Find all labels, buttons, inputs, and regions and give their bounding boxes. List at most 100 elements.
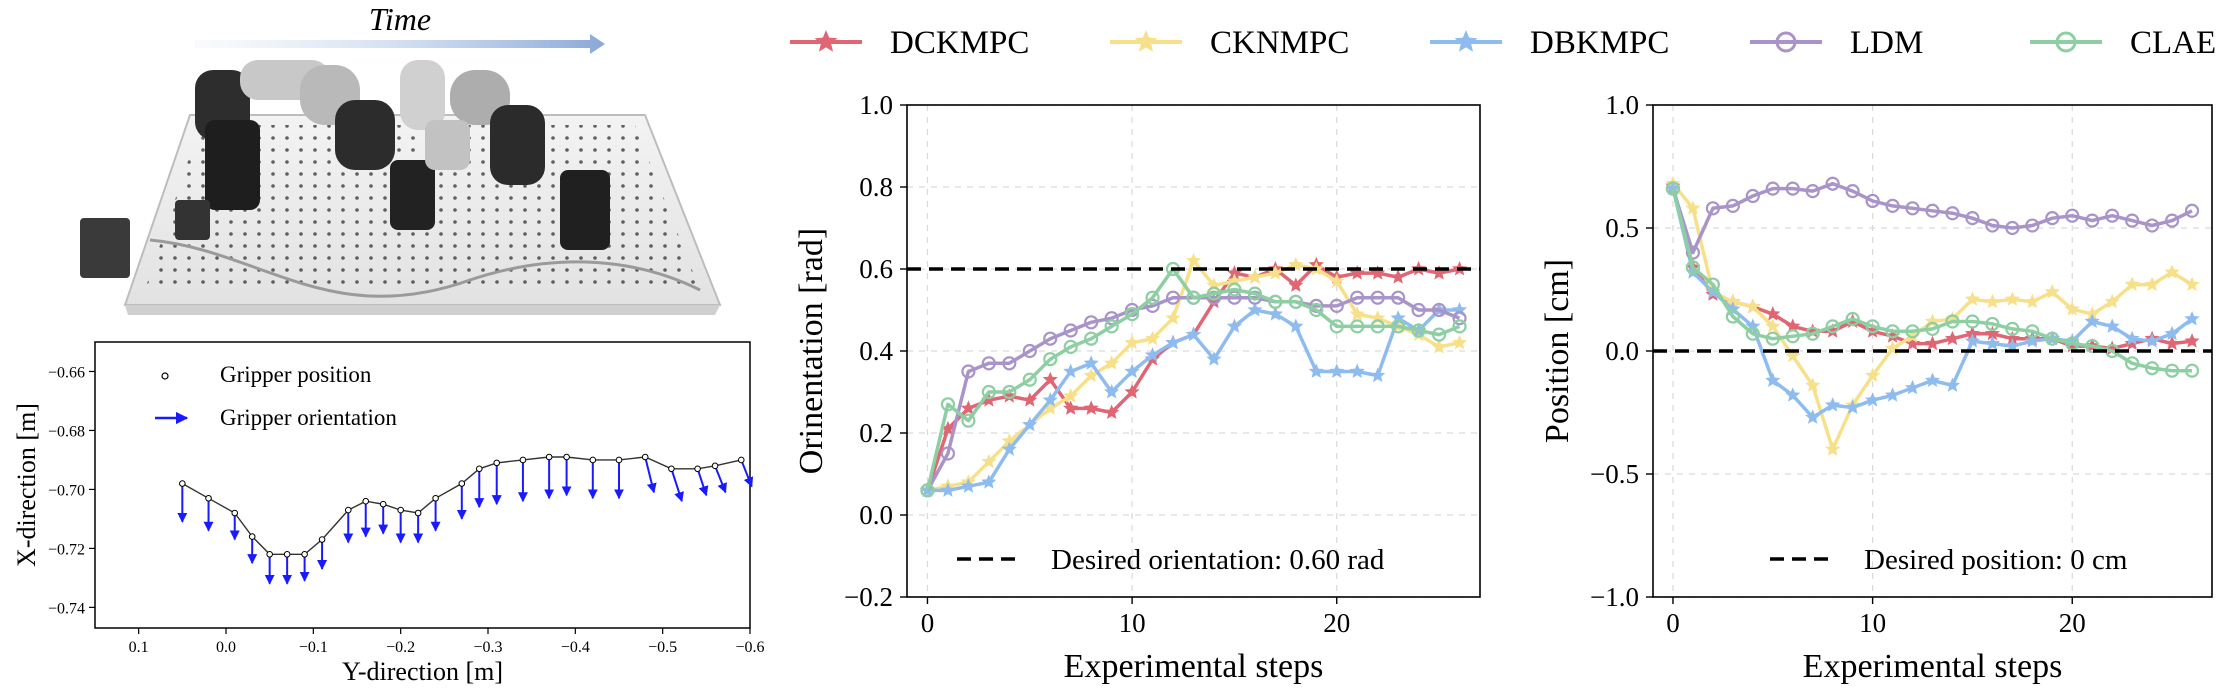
- side-box: [80, 218, 130, 278]
- orientation-reference-legend-label: Desired orientation: 0.60 rad: [1051, 544, 1385, 576]
- position-point-dckmpc: [1964, 325, 1981, 341]
- orientation-point-dckmpc: [1431, 265, 1447, 280]
- position-point-clae: [1665, 181, 1681, 196]
- orientation-point-ldm: [1411, 302, 1426, 318]
- y-tick-label: −0.72: [48, 541, 85, 558]
- position-point-cknmpc: [1865, 367, 1881, 383]
- orientation-point-dbkmpc: [1226, 318, 1243, 333]
- orientation-point-clae: [940, 397, 956, 412]
- orientation-point-dckmpc: [1124, 384, 1140, 399]
- orientation-point-ldm: [940, 446, 956, 461]
- robot-arm-2: [300, 60, 445, 230]
- orientation-point-dbkmpc: [1206, 351, 1222, 366]
- position-point-ldm: [2045, 211, 2060, 226]
- position-point-ldm: [1765, 181, 1780, 196]
- orientation-point-dckmpc: [1370, 265, 1386, 280]
- orientation-y-tick-label: −0.2: [844, 582, 893, 612]
- position-point-clae: [2025, 324, 2040, 339]
- position-point-ldm: [1685, 245, 1701, 260]
- position-point-clae: [2005, 321, 2020, 336]
- orientation-point-clae: [1227, 282, 1242, 297]
- orientation-point-ldm: [1391, 290, 1406, 305]
- position-point-ldm: [2065, 208, 2080, 223]
- position-point-cknmpc: [1785, 347, 1801, 363]
- position-point-dbkmpc: [1984, 335, 2000, 351]
- position-point-cknmpc: [1745, 298, 1761, 314]
- orientation-point-dbkmpc: [1165, 334, 1181, 350]
- orientation-point-dbkmpc: [1308, 363, 1324, 378]
- position-point-ldm: [1925, 203, 1940, 218]
- position-point-dckmpc: [1984, 325, 2000, 341]
- orientation-y-tick-label: 0.4: [859, 336, 893, 366]
- orientation-point-dbkmpc: [1329, 363, 1345, 378]
- orientation-point-cknmpc: [1144, 330, 1161, 346]
- trajectory-ylabel: X-direction [m]: [12, 403, 41, 567]
- orientation-point-dckmpc: [1226, 265, 1243, 280]
- orientation-point-ldm: [1084, 315, 1099, 330]
- position-point-clae: [1765, 331, 1780, 346]
- position-point-dckmpc: [2124, 335, 2140, 351]
- position-point-dbkmpc: [2144, 333, 2160, 348]
- orientation-point-dbkmpc: [1001, 441, 1017, 456]
- gripper-position-point: [615, 456, 623, 464]
- orientation-point-dckmpc: [1206, 293, 1222, 309]
- position-point-dbkmpc: [1845, 399, 1861, 415]
- orientation-point-dbkmpc: [1185, 326, 1202, 342]
- position-point-clae: [1785, 329, 1800, 344]
- orientation-point-ldm: [1329, 298, 1344, 313]
- position-point-dbkmpc: [1685, 264, 1701, 279]
- position-point-cknmpc: [2064, 301, 2080, 316]
- position-point-ldm: [1945, 206, 1960, 221]
- orientation-point-cknmpc: [1124, 334, 1140, 350]
- position-point-clae: [1805, 326, 1820, 341]
- gripper-position-point: [694, 465, 701, 473]
- orientation-point-ldm: [1431, 302, 1447, 318]
- orientation-point-dbkmpc: [1267, 306, 1283, 321]
- gripper-position-point: [589, 456, 597, 464]
- position-point-clae: [2085, 338, 2100, 354]
- position-point-cknmpc: [1825, 441, 1841, 456]
- gripper-position-point: [545, 453, 553, 461]
- position-point-cknmpc: [1805, 377, 1821, 392]
- orientation-point-clae: [1125, 307, 1140, 322]
- orientation-ylabel: Orinentation [rad]: [793, 228, 830, 474]
- position-point-ldm: [2184, 203, 2200, 218]
- orientation-x-tick-label: 20: [1323, 608, 1350, 638]
- position-series-ldm: [1671, 181, 2193, 255]
- legend-position-label: Gripper position: [220, 362, 372, 387]
- orientation-point-clae: [1411, 323, 1426, 338]
- orientation-point-dbkmpc: [1349, 363, 1365, 378]
- gripper-position-point: [432, 494, 439, 502]
- orientation-point-ldm: [1452, 311, 1467, 326]
- position-point-ldm: [1845, 184, 1860, 199]
- gripper-position-point: [231, 509, 239, 517]
- legend-star-marker: [1134, 30, 1158, 52]
- orientation-point-dbkmpc: [940, 482, 956, 497]
- position-point-dbkmpc: [1964, 333, 1981, 348]
- gripper-position-point: [301, 550, 308, 558]
- legend-label-clae: CLAE: [2130, 25, 2216, 61]
- position-point-cknmpc: [1904, 328, 1921, 343]
- position-point-dckmpc: [1884, 328, 1901, 343]
- orientation-point-ldm: [1022, 343, 1037, 359]
- position-chart: 0 10 20 −1.0 −0.5 0.0 0.5 1.0 Experimental steps…: [1539, 90, 2213, 685]
- orientation-point-ldm: [1063, 323, 1078, 338]
- position-point-clae: [1845, 311, 1860, 327]
- orientation-point-dbkmpc: [1124, 363, 1140, 378]
- orientation-point-clae: [961, 413, 976, 428]
- position-point-clae: [1885, 324, 1900, 339]
- legend-label-dckmpc: DCKMPC: [890, 25, 1029, 61]
- gripper-position-point: [493, 459, 501, 467]
- position-x-tick-label: 10: [1859, 608, 1886, 638]
- orientation-point-clae: [920, 483, 935, 498]
- orientation-point-dbkmpc: [1247, 302, 1263, 317]
- orientation-point-dbkmpc: [1104, 384, 1120, 399]
- position-point-dbkmpc: [2104, 318, 2120, 333]
- orientation-point-dbkmpc: [1022, 416, 1038, 432]
- gripper-position-point: [711, 462, 719, 470]
- position-point-ldm: [1905, 201, 1920, 216]
- position-point-ldm: [1885, 198, 1900, 213]
- orientation-point-dckmpc: [1083, 400, 1099, 415]
- y-tick-label: −0.68: [48, 423, 85, 440]
- orientation-point-clae: [1309, 302, 1324, 318]
